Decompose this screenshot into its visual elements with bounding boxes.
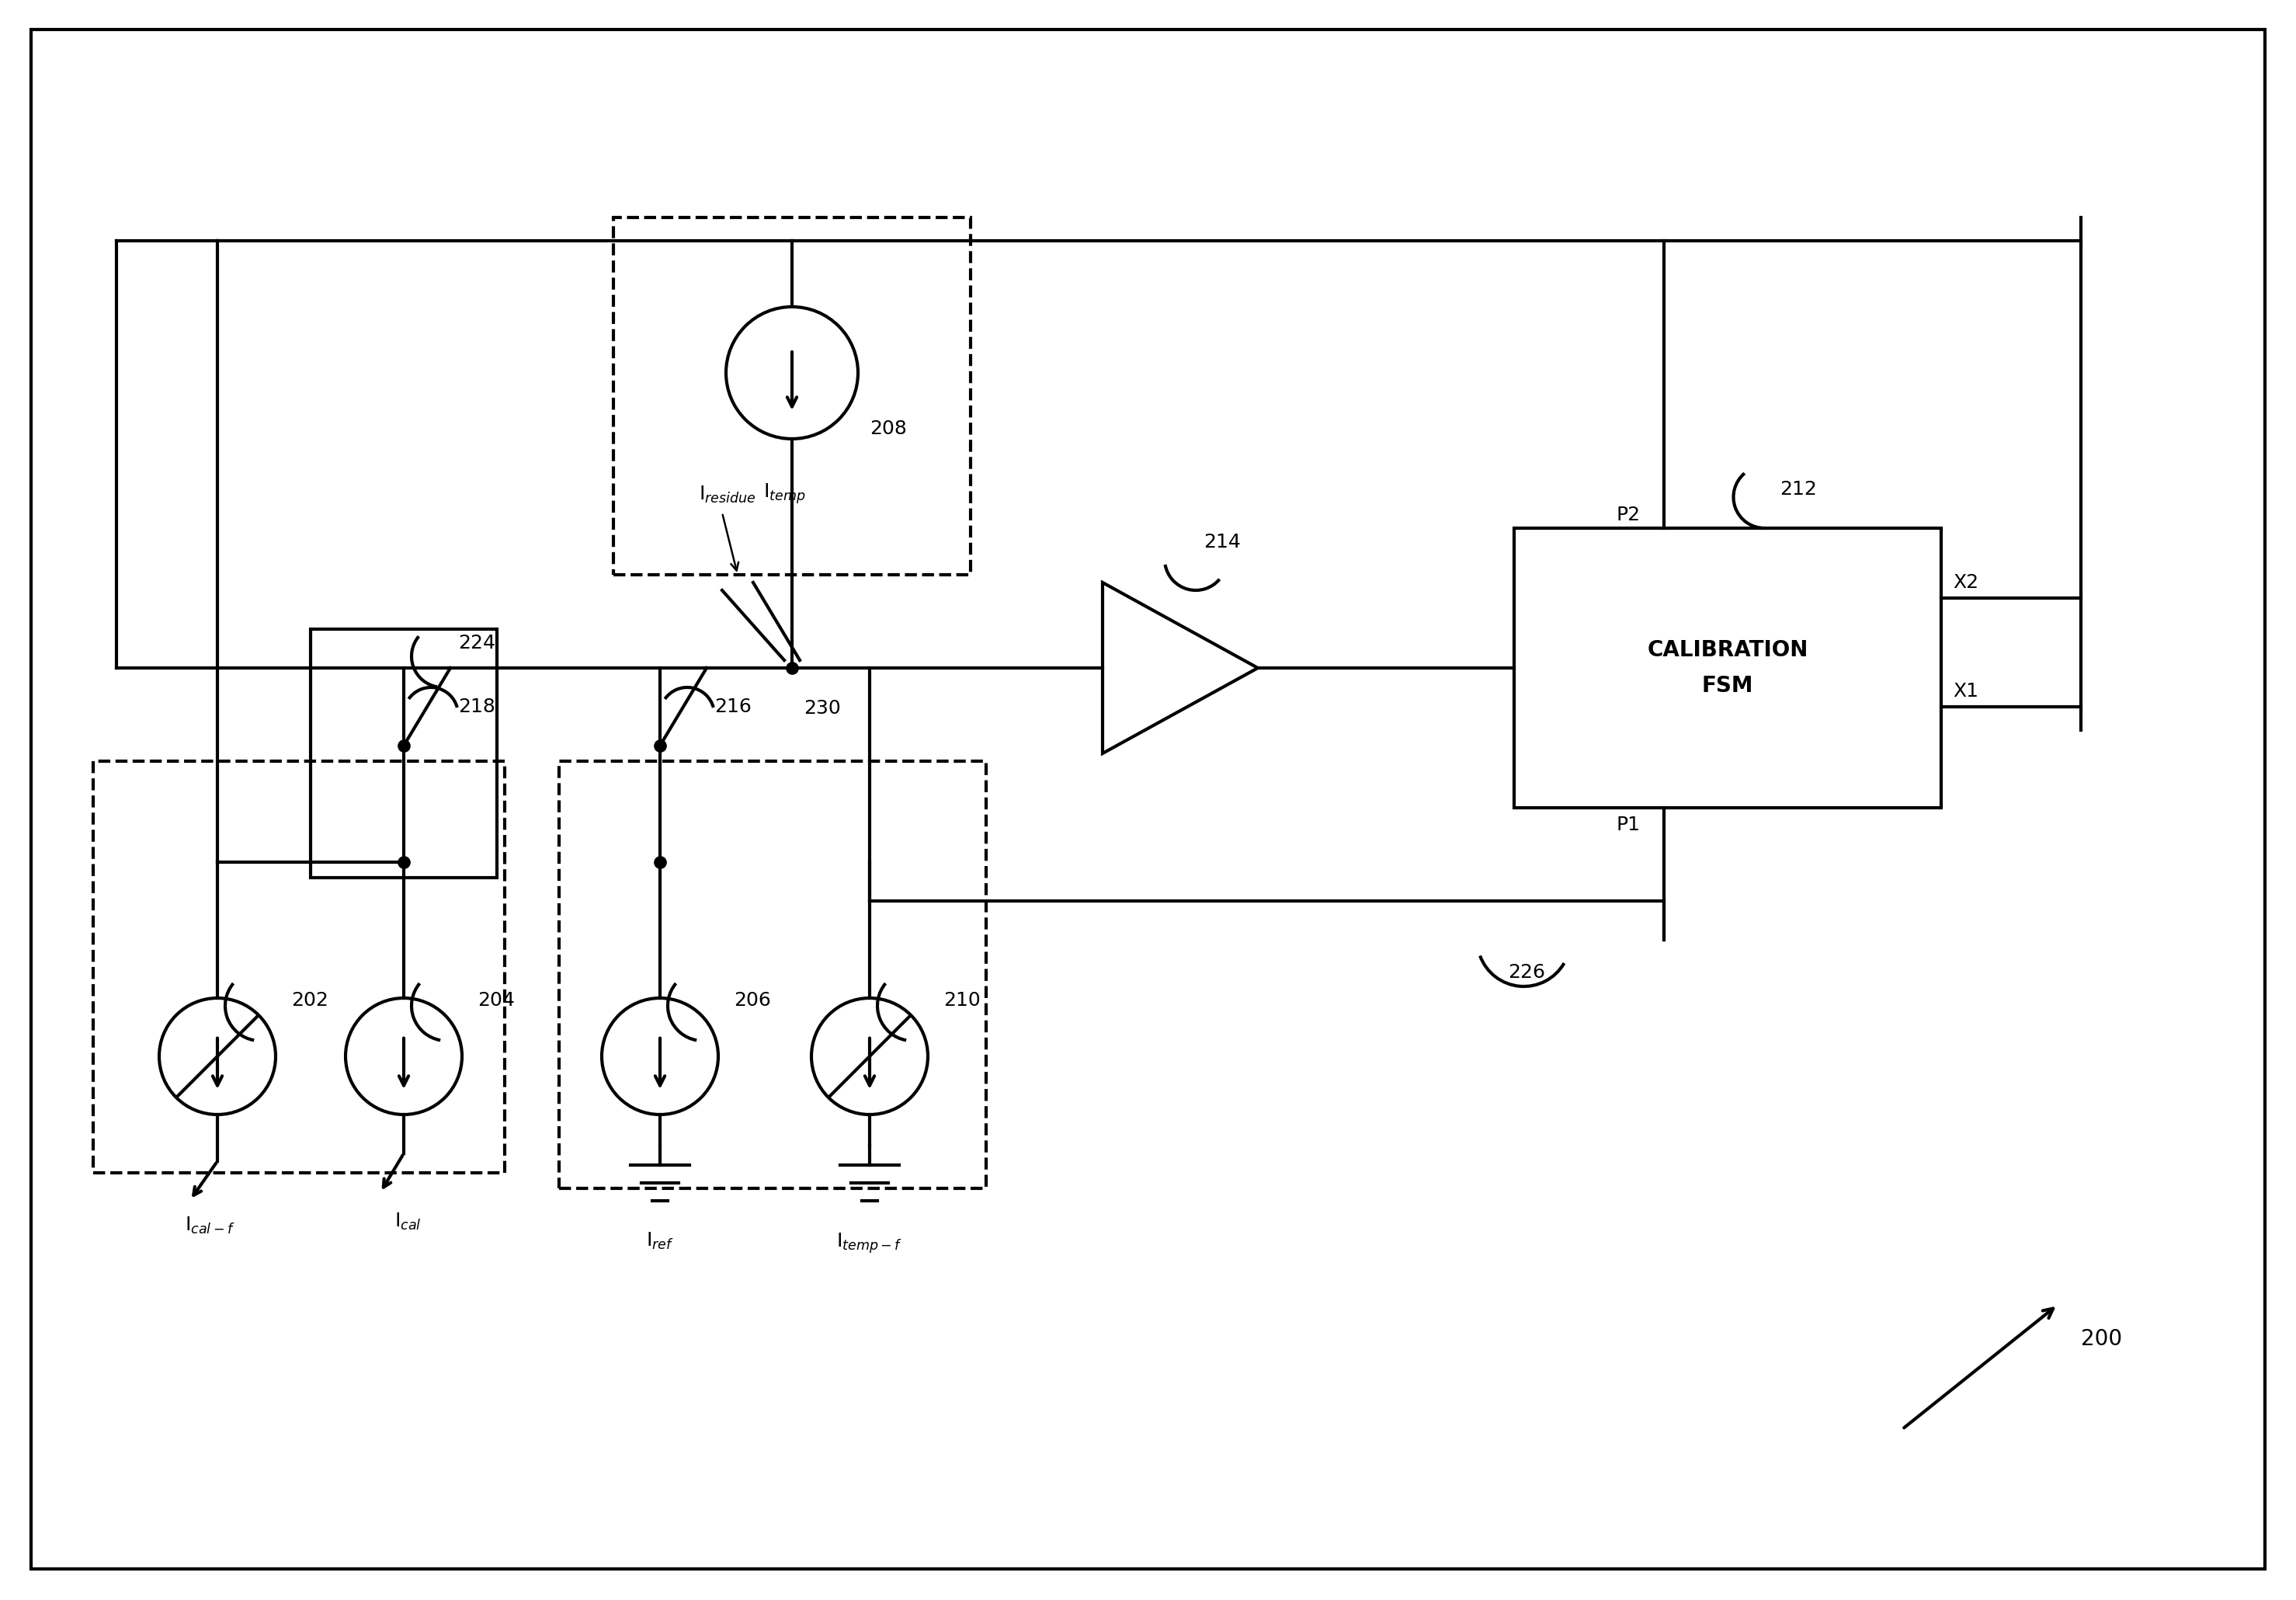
- Text: I$_{ref}$: I$_{ref}$: [645, 1230, 675, 1251]
- Text: 216: 216: [714, 698, 751, 717]
- Text: I$_{residue}$: I$_{residue}$: [698, 485, 755, 506]
- Text: 226: 226: [1508, 963, 1545, 982]
- Text: X2: X2: [1954, 573, 1979, 592]
- Bar: [558, 762, 985, 1189]
- Text: 218: 218: [459, 698, 496, 717]
- Text: I$_{temp}$: I$_{temp}$: [762, 482, 806, 506]
- Text: P2: P2: [1616, 506, 1639, 525]
- Text: I$_{cal}$: I$_{cal}$: [395, 1211, 420, 1232]
- Text: P1: P1: [1616, 816, 1639, 834]
- Text: 224: 224: [459, 634, 496, 653]
- Text: CALIBRATION
FSM: CALIBRATION FSM: [1646, 640, 1809, 696]
- Bar: [94, 762, 505, 1173]
- Text: 212: 212: [1779, 480, 1816, 499]
- Text: 214: 214: [1203, 533, 1240, 552]
- Text: I$_{temp-f}$: I$_{temp-f}$: [836, 1230, 902, 1254]
- Text: I$_{cal-f}$: I$_{cal-f}$: [184, 1216, 234, 1235]
- Text: 204: 204: [478, 990, 514, 1010]
- Text: X1: X1: [1954, 682, 1979, 701]
- Text: 200: 200: [2080, 1328, 2122, 1350]
- Text: 206: 206: [735, 990, 771, 1010]
- Bar: [613, 218, 971, 574]
- Text: 210: 210: [944, 990, 980, 1010]
- Text: 202: 202: [292, 990, 328, 1010]
- Text: 208: 208: [870, 419, 907, 438]
- Text: 230: 230: [804, 699, 840, 718]
- Bar: [310, 629, 496, 878]
- Bar: [1513, 528, 1940, 808]
